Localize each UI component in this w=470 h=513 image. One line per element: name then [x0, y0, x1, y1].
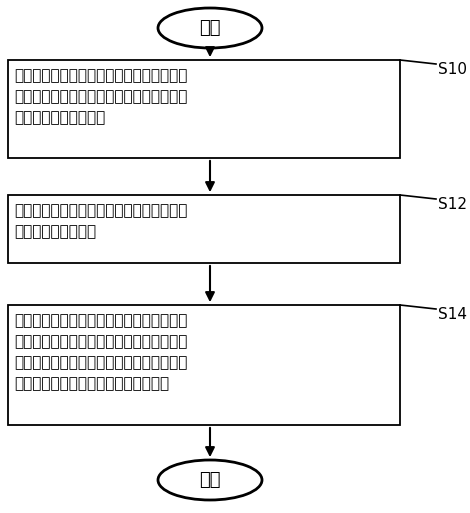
- Text: S10: S10: [438, 62, 467, 77]
- Text: S12: S12: [438, 197, 467, 212]
- Ellipse shape: [158, 460, 262, 500]
- FancyBboxPatch shape: [8, 305, 400, 425]
- FancyBboxPatch shape: [8, 60, 400, 158]
- Text: 开始: 开始: [199, 19, 221, 37]
- FancyBboxPatch shape: [8, 195, 400, 263]
- Ellipse shape: [158, 8, 262, 48]
- Text: 根据所述腔膜透析仪所处的工作状态所对应
的监测逻辑，对所述第一温度传感器以及第
二温度传感器所获得的透析液的温度参数进
行判断，并在温度参数时进行报警提示: 根据所述腔膜透析仪所处的工作状态所对应 的监测逻辑，对所述第一温度传感器以及第 …: [14, 313, 188, 391]
- Text: S14: S14: [438, 307, 467, 322]
- Text: 通过第一温度传感器以及第二温度传感器定
时获得所述腔膜透析仪的加热托盘上透析液
袋中透析液的温度参数: 通过第一温度传感器以及第二温度传感器定 时获得所述腔膜透析仪的加热托盘上透析液 …: [14, 68, 188, 125]
- Text: 结束: 结束: [199, 471, 221, 489]
- Text: 根据所述腔膜透析仪所处的工作状态，分别
确定对应的监测逻辑: 根据所述腔膜透析仪所处的工作状态，分别 确定对应的监测逻辑: [14, 203, 188, 239]
